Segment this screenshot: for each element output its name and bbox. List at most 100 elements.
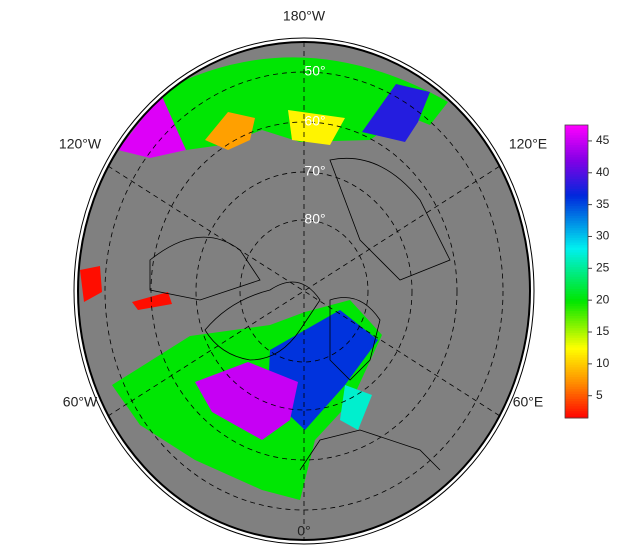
colorbar-step [565, 154, 588, 158]
colorbar-step [565, 393, 588, 397]
colorbar-label: 5 [596, 388, 603, 402]
colorbar-step [565, 164, 588, 168]
colorbar-step [565, 276, 588, 280]
colorbar-step [565, 405, 588, 409]
colorbar-step [565, 278, 588, 282]
latitude-label: 70° [304, 163, 325, 179]
colorbar-step [565, 212, 588, 216]
colorbar-step [565, 171, 588, 175]
colorbar-step [565, 234, 588, 238]
colorbar-step [565, 146, 588, 150]
colorbar-step [565, 232, 588, 236]
colorbar-step [565, 334, 588, 338]
colorbar-step [565, 149, 588, 153]
colorbar-step [565, 166, 588, 170]
colorbar-step [565, 376, 588, 380]
map-border [77, 41, 531, 541]
colorbar-step [565, 295, 588, 299]
colorbar-step [565, 273, 588, 277]
colorbar-step [565, 303, 588, 307]
colorbar-step [565, 342, 588, 346]
colorbar-step [565, 361, 588, 365]
colorbar-step [565, 168, 588, 172]
colorbar-step [565, 403, 588, 407]
colorbar-step [565, 188, 588, 192]
coastlines [149, 157, 451, 471]
colorbar-step [565, 242, 588, 246]
data-fields [80, 57, 448, 500]
colorbar-step [565, 325, 588, 329]
colorbar-label: 30 [596, 229, 610, 243]
colorbar-step [565, 283, 588, 287]
colorbar-step [565, 247, 588, 251]
colorbar-step [565, 291, 588, 294]
colorbar-step [565, 339, 588, 343]
colorbar-step [565, 410, 588, 414]
colorbar-step [565, 332, 588, 336]
colorbar-step [565, 139, 588, 143]
colorbar-step [565, 161, 588, 165]
colorbar-step [565, 132, 588, 136]
colorbar-step [565, 413, 588, 417]
colorbar-step [565, 369, 588, 373]
colorbar-step [565, 137, 588, 141]
colorbar-step [565, 256, 588, 260]
colorbar-step [565, 254, 588, 258]
data-field [132, 292, 172, 310]
colorbar-step [565, 388, 588, 392]
colorbar-step [565, 215, 588, 219]
colorbar-step [565, 266, 588, 270]
colorbar-step [565, 313, 588, 316]
colorbar-step [565, 129, 588, 133]
colorbar-step [565, 159, 588, 163]
colorbar-step [565, 293, 588, 297]
colorbar-frame [564, 124, 589, 419]
data-field [80, 266, 102, 302]
data-field [340, 385, 372, 430]
colorbar-step [565, 249, 588, 253]
colorbar-step [565, 327, 588, 331]
colorbar-label: 35 [596, 197, 610, 211]
colorbar-step [565, 151, 588, 155]
colorbar-step [565, 261, 588, 265]
colorbar-step [565, 286, 588, 290]
latitude-label: 50° [304, 63, 325, 79]
colorbar-step [565, 288, 588, 292]
data-field [195, 362, 298, 440]
colorbar-step [565, 381, 588, 385]
colorbar-step [565, 298, 588, 302]
colorbar-step [565, 142, 588, 146]
colorbar-label: 25 [596, 260, 610, 274]
colorbar-step [565, 359, 588, 363]
colorbar-step [565, 308, 588, 312]
colorbar-step [565, 317, 588, 321]
colorbar-step [565, 364, 588, 368]
colorbar-step [565, 386, 588, 390]
colorbar-step [565, 205, 588, 209]
colorbar-step [565, 190, 588, 194]
colorbar-step [565, 251, 588, 255]
colorbar-step [565, 220, 588, 224]
colorbar-step [565, 264, 588, 268]
colorbar-step [565, 415, 588, 419]
colorbar-step [565, 127, 588, 131]
colorbar-step [565, 347, 588, 351]
colorbar-step [565, 281, 588, 285]
colorbar-step [565, 374, 588, 377]
longitude-label: 0° [297, 523, 310, 539]
colorbar-step [565, 183, 588, 187]
data-field [268, 310, 378, 430]
colorbar-step [565, 320, 588, 324]
longitude-label: 180°W [283, 8, 326, 24]
colorbar-label: 20 [596, 292, 610, 306]
longitude-label: 60°E [513, 394, 544, 410]
colorbar-label: 45 [596, 133, 610, 147]
colorbar-step [565, 225, 588, 229]
colorbar-step [565, 354, 588, 358]
colorbar-step [565, 408, 588, 412]
graticule [104, 42, 504, 540]
data-field [205, 112, 255, 150]
colorbar-step [565, 217, 588, 221]
colorbar-step [565, 271, 588, 275]
colorbar-step [565, 229, 588, 233]
